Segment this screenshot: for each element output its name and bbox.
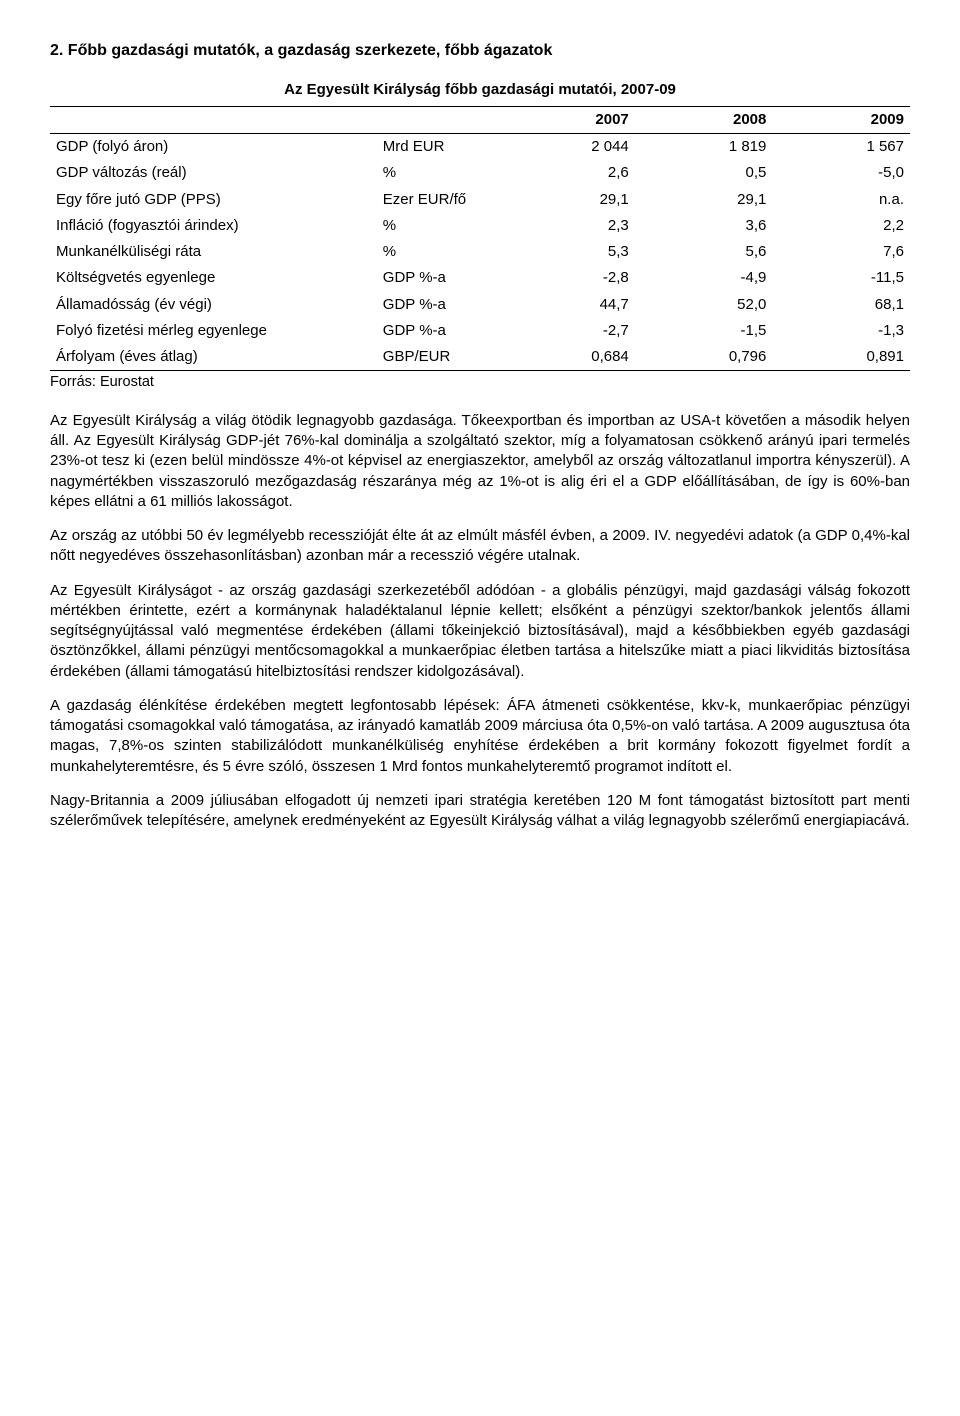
row-val: 7,6 xyxy=(772,239,910,265)
row-label: GDP változás (reál) xyxy=(50,160,377,186)
row-unit: % xyxy=(377,213,497,239)
row-val: 1 567 xyxy=(772,134,910,161)
row-val: 5,6 xyxy=(635,239,773,265)
row-label: Árfolyam (éves átlag) xyxy=(50,344,377,371)
row-val: 2,6 xyxy=(497,160,635,186)
row-unit: GBP/EUR xyxy=(377,344,497,371)
row-val: 1 819 xyxy=(635,134,773,161)
th-blank-label xyxy=(50,106,377,133)
table-row: Költségvetés egyenlege GDP %-a -2,8 -4,9… xyxy=(50,265,910,291)
table-header-row: 2007 2008 2009 xyxy=(50,106,910,133)
table-title: Az Egyesült Királyság főbb gazdasági mut… xyxy=(50,80,910,100)
row-label: Költségvetés egyenlege xyxy=(50,265,377,291)
table-row: Árfolyam (éves átlag) GBP/EUR 0,684 0,79… xyxy=(50,344,910,371)
row-val: 3,6 xyxy=(635,213,773,239)
row-val: 2,2 xyxy=(772,213,910,239)
row-unit: GDP %-a xyxy=(377,292,497,318)
th-blank-unit xyxy=(377,106,497,133)
body-paragraph: A gazdaság élénkítése érdekében megtett … xyxy=(50,696,910,777)
row-label: Infláció (fogyasztói árindex) xyxy=(50,213,377,239)
row-label: Munkanélküliségi ráta xyxy=(50,239,377,265)
body-paragraph: Az Egyesült Királyságot - az ország gazd… xyxy=(50,581,910,682)
row-label: Folyó fizetési mérleg egyenlege xyxy=(50,318,377,344)
row-val: -4,9 xyxy=(635,265,773,291)
row-val: 0,5 xyxy=(635,160,773,186)
row-val: -2,8 xyxy=(497,265,635,291)
row-label: GDP (folyó áron) xyxy=(50,134,377,161)
indicators-table: 2007 2008 2009 GDP (folyó áron) Mrd EUR … xyxy=(50,106,910,372)
table-row: Munkanélküliségi ráta % 5,3 5,6 7,6 xyxy=(50,239,910,265)
row-unit: Mrd EUR xyxy=(377,134,497,161)
row-val: -11,5 xyxy=(772,265,910,291)
row-unit: GDP %-a xyxy=(377,265,497,291)
row-val: 52,0 xyxy=(635,292,773,318)
row-val: 44,7 xyxy=(497,292,635,318)
table-row: Államadósság (év végi) GDP %-a 44,7 52,0… xyxy=(50,292,910,318)
table-row: GDP változás (reál) % 2,6 0,5 -5,0 xyxy=(50,160,910,186)
row-val: n.a. xyxy=(772,187,910,213)
table-source: Forrás: Eurostat xyxy=(50,373,910,393)
row-val: 29,1 xyxy=(497,187,635,213)
row-val: 0,796 xyxy=(635,344,773,371)
row-unit: GDP %-a xyxy=(377,318,497,344)
row-val: 68,1 xyxy=(772,292,910,318)
row-unit: % xyxy=(377,239,497,265)
row-val: 2 044 xyxy=(497,134,635,161)
table-row: Egy főre jutó GDP (PPS) Ezer EUR/fő 29,1… xyxy=(50,187,910,213)
row-unit: % xyxy=(377,160,497,186)
table-row: Folyó fizetési mérleg egyenlege GDP %-a … xyxy=(50,318,910,344)
row-label: Egy főre jutó GDP (PPS) xyxy=(50,187,377,213)
table-row: Infláció (fogyasztói árindex) % 2,3 3,6 … xyxy=(50,213,910,239)
row-val: -2,7 xyxy=(497,318,635,344)
body-paragraph: Nagy-Britannia a 2009 júliusában elfogad… xyxy=(50,791,910,832)
row-label: Államadósság (év végi) xyxy=(50,292,377,318)
section-heading: 2. Főbb gazdasági mutatók, a gazdaság sz… xyxy=(50,40,910,62)
row-val: 0,891 xyxy=(772,344,910,371)
th-year-1: 2008 xyxy=(635,106,773,133)
row-val: 29,1 xyxy=(635,187,773,213)
row-val: 0,684 xyxy=(497,344,635,371)
row-val: 2,3 xyxy=(497,213,635,239)
row-val: 5,3 xyxy=(497,239,635,265)
th-year-2: 2009 xyxy=(772,106,910,133)
row-unit: Ezer EUR/fő xyxy=(377,187,497,213)
body-paragraph: Az Egyesült Királyság a világ ötödik leg… xyxy=(50,411,910,512)
th-year-0: 2007 xyxy=(497,106,635,133)
row-val: -1,5 xyxy=(635,318,773,344)
body-paragraph: Az ország az utóbbi 50 év legmélyebb rec… xyxy=(50,526,910,567)
table-row: GDP (folyó áron) Mrd EUR 2 044 1 819 1 5… xyxy=(50,134,910,161)
row-val: -5,0 xyxy=(772,160,910,186)
row-val: -1,3 xyxy=(772,318,910,344)
